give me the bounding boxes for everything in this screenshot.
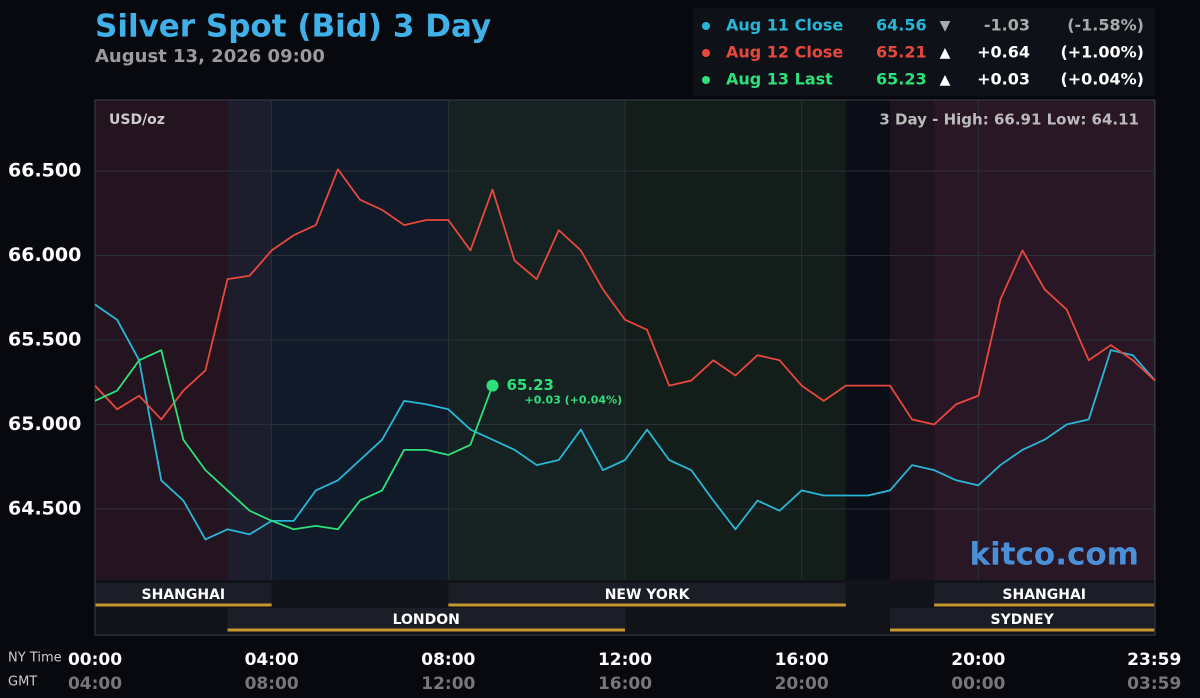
y-tick-label: 65.000	[8, 413, 81, 435]
x2-tick-label: 16:00	[598, 674, 652, 694]
subtitle: August 13, 2026 09:00	[95, 46, 325, 67]
session-label: SHANGHAI	[142, 587, 226, 603]
session-label: LONDON	[393, 612, 460, 628]
y-tick-label: 64.500	[8, 498, 81, 520]
session-bar	[227, 608, 625, 630]
range-note: 3 Day - High: 66.91 Low: 64.11	[879, 111, 1139, 129]
legend-dot	[702, 49, 710, 57]
chart-title: Silver Spot (Bid) 3 Day	[95, 9, 491, 45]
brand: kitco.com	[970, 537, 1140, 573]
x2-tick-label: 04:00	[68, 674, 122, 694]
last-point	[486, 379, 499, 392]
session-label: SYDNEY	[990, 612, 1054, 628]
annotation-detail: +0.03 (+0.04%)	[525, 394, 623, 407]
x-tick-label: 20:00	[951, 650, 1005, 670]
plot-border	[94, 99, 1156, 636]
legend-dot	[702, 76, 710, 84]
x-tick-label: 08:00	[421, 650, 475, 670]
legend-change-pct: (+0.04%)	[1060, 70, 1144, 89]
legend-box	[693, 8, 1155, 96]
legend-price: 65.23	[876, 70, 927, 89]
legend-change: +0.03	[977, 70, 1030, 89]
session-label: NEW YORK	[605, 587, 691, 603]
legend-price: 64.56	[876, 16, 927, 35]
legend-label: Aug 11 Close	[726, 16, 843, 35]
x2-tick-label: 00:00	[951, 674, 1005, 694]
legend-arrow: ▲	[940, 45, 951, 61]
session-bar	[934, 583, 1155, 605]
x-tick-label: 23:59	[1127, 650, 1181, 670]
x-tick-label: 16:00	[775, 650, 829, 670]
series-line	[94, 349, 494, 531]
y-tick-label: 66.500	[8, 159, 81, 181]
x-tick-label: 04:00	[245, 650, 299, 670]
y-tick-label: 66.000	[8, 244, 81, 266]
legend-price: 65.21	[876, 43, 927, 62]
legend-label: Aug 12 Close	[726, 43, 843, 62]
series-line	[94, 168, 1156, 426]
session-bar	[448, 583, 846, 605]
x2-tick-label: 12:00	[421, 674, 475, 694]
annotation: 65.23	[507, 376, 554, 394]
legend-label: Aug 13 Last	[726, 70, 833, 89]
unit-label: USD/oz	[109, 112, 165, 128]
legend-dot	[702, 22, 710, 30]
legend-arrow: ▼	[940, 18, 951, 34]
x-axis-name: NY Time	[8, 651, 62, 666]
x2-axis-name: GMT	[8, 675, 37, 690]
session-bar	[890, 608, 1155, 630]
session-label: SHANGHAI	[1002, 587, 1086, 603]
x2-tick-label: 20:00	[775, 674, 829, 694]
session-bar	[95, 583, 272, 605]
x-tick-label: 00:00	[68, 650, 122, 670]
y-tick-label: 65.500	[8, 329, 81, 351]
x-tick-label: 12:00	[598, 650, 652, 670]
legend-change: +0.64	[977, 43, 1030, 62]
x2-tick-label: 03:59	[1127, 674, 1181, 694]
legend-arrow: ▲	[940, 72, 951, 88]
legend-change: -1.03	[984, 16, 1030, 35]
x2-tick-label: 08:00	[245, 674, 299, 694]
legend-change-pct: (+1.00%)	[1060, 43, 1144, 62]
legend-change-pct: (-1.58%)	[1067, 16, 1144, 35]
